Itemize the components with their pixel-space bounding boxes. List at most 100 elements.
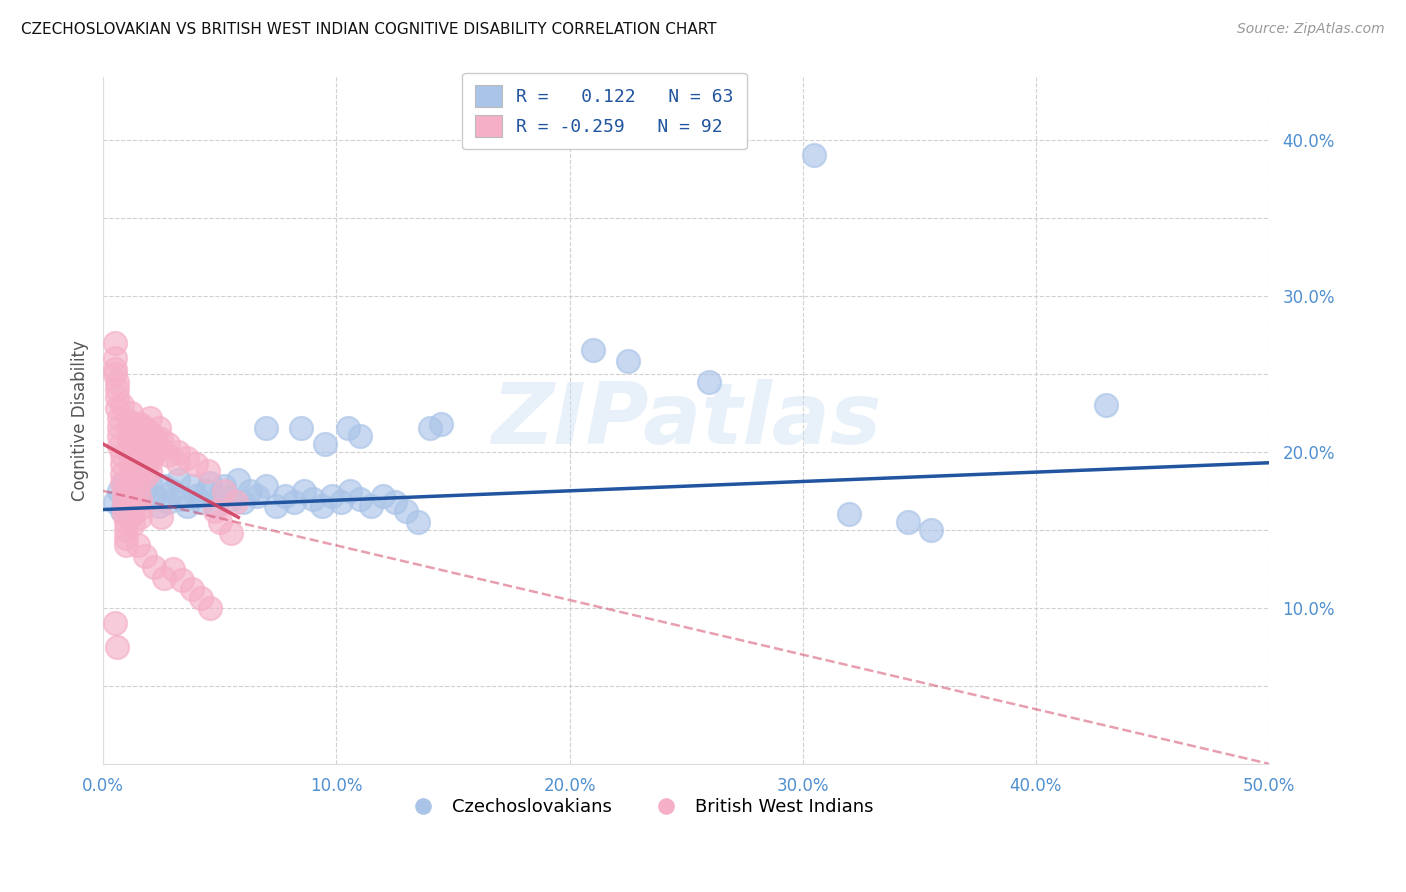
Point bbox=[118, 433, 141, 447]
Point bbox=[264, 500, 287, 514]
Point bbox=[105, 640, 128, 654]
Point bbox=[157, 494, 180, 508]
Point bbox=[208, 489, 231, 503]
Point bbox=[120, 460, 142, 475]
Point bbox=[139, 476, 162, 491]
Point bbox=[254, 421, 277, 435]
Point bbox=[118, 421, 141, 435]
Point bbox=[134, 549, 156, 564]
Point bbox=[190, 591, 212, 606]
Point bbox=[112, 476, 135, 491]
Point bbox=[115, 489, 138, 503]
Point bbox=[152, 571, 174, 585]
Point bbox=[232, 494, 254, 508]
Point bbox=[395, 504, 418, 518]
Point bbox=[125, 426, 148, 441]
Point bbox=[336, 421, 359, 435]
Point bbox=[112, 500, 135, 514]
Point bbox=[384, 494, 406, 508]
Point bbox=[120, 406, 142, 420]
Point bbox=[311, 500, 333, 514]
Point bbox=[152, 479, 174, 493]
Point bbox=[127, 454, 149, 468]
Point bbox=[314, 437, 336, 451]
Text: ZIPatlas: ZIPatlas bbox=[491, 379, 882, 462]
Point bbox=[112, 507, 135, 521]
Text: CZECHOSLOVAKIAN VS BRITISH WEST INDIAN COGNITIVE DISABILITY CORRELATION CHART: CZECHOSLOVAKIAN VS BRITISH WEST INDIAN C… bbox=[21, 22, 717, 37]
Point bbox=[330, 494, 353, 508]
Point bbox=[108, 439, 131, 453]
Point bbox=[139, 435, 162, 450]
Point bbox=[125, 445, 148, 459]
Point bbox=[321, 489, 343, 503]
Point bbox=[186, 458, 208, 472]
Point bbox=[139, 426, 162, 441]
Point bbox=[108, 410, 131, 425]
Point bbox=[127, 473, 149, 487]
Point bbox=[180, 479, 202, 493]
Point bbox=[127, 538, 149, 552]
Point bbox=[105, 383, 128, 397]
Point bbox=[143, 429, 166, 443]
Point bbox=[699, 375, 721, 389]
Y-axis label: Cognitive Disability: Cognitive Disability bbox=[72, 340, 89, 501]
Point bbox=[108, 483, 131, 498]
Point bbox=[176, 451, 198, 466]
Point bbox=[122, 489, 145, 503]
Point bbox=[120, 451, 142, 466]
Legend: Czechoslovakians, British West Indians: Czechoslovakians, British West Indians bbox=[398, 791, 882, 823]
Point bbox=[803, 148, 825, 162]
Point bbox=[200, 600, 222, 615]
Point bbox=[122, 516, 145, 531]
Point bbox=[150, 510, 173, 524]
Point bbox=[274, 489, 297, 503]
Point bbox=[122, 498, 145, 512]
Point bbox=[134, 460, 156, 475]
Point bbox=[127, 483, 149, 497]
Point bbox=[143, 448, 166, 462]
Point bbox=[897, 515, 920, 529]
Point bbox=[129, 491, 152, 506]
Point bbox=[134, 442, 156, 456]
Point bbox=[115, 531, 138, 545]
Point bbox=[111, 476, 134, 491]
Point bbox=[290, 421, 312, 435]
Point bbox=[104, 335, 127, 350]
Point bbox=[172, 573, 194, 587]
Point bbox=[105, 401, 128, 416]
Point bbox=[838, 507, 860, 521]
Point bbox=[246, 489, 269, 503]
Point bbox=[371, 489, 394, 503]
Text: Source: ZipAtlas.com: Source: ZipAtlas.com bbox=[1237, 22, 1385, 37]
Point bbox=[139, 445, 162, 459]
Point bbox=[112, 483, 135, 498]
Point bbox=[112, 491, 135, 506]
Point bbox=[221, 491, 243, 506]
Point bbox=[157, 448, 180, 462]
Point bbox=[197, 464, 219, 478]
Point bbox=[139, 410, 162, 425]
Point bbox=[111, 467, 134, 481]
Point bbox=[204, 504, 226, 518]
Point bbox=[617, 354, 640, 368]
Point bbox=[129, 491, 152, 506]
Point bbox=[105, 390, 128, 404]
Point bbox=[582, 343, 605, 358]
Point bbox=[150, 442, 173, 456]
Point bbox=[134, 433, 156, 447]
Point bbox=[292, 483, 315, 498]
Point bbox=[166, 445, 188, 459]
Point bbox=[225, 494, 247, 508]
Point bbox=[139, 464, 162, 478]
Point bbox=[115, 523, 138, 537]
Point bbox=[143, 560, 166, 574]
Point bbox=[139, 454, 162, 468]
Point bbox=[129, 417, 152, 431]
Point bbox=[157, 437, 180, 451]
Point bbox=[122, 507, 145, 521]
Point bbox=[360, 500, 382, 514]
Point bbox=[176, 500, 198, 514]
Point bbox=[172, 491, 194, 506]
Point bbox=[118, 414, 141, 428]
Point bbox=[104, 362, 127, 376]
